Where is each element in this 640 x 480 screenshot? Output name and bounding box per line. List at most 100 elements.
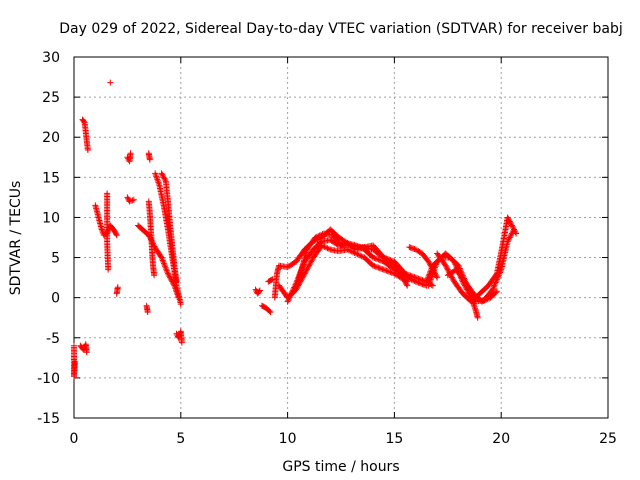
- data-track: [265, 276, 276, 285]
- grid-lines: [74, 57, 608, 418]
- data-point: [508, 221, 515, 228]
- data-point: [291, 284, 298, 291]
- data-point: [98, 226, 105, 233]
- data-point: [489, 286, 496, 293]
- data-point: [308, 257, 315, 264]
- x-axis-ticks: 0 5 10 15 20 25: [70, 57, 617, 447]
- y-axis-ticks: -15 -10 -5 0 5 10 15 20 25 30: [37, 50, 608, 427]
- y-tick-label: 15: [42, 170, 60, 186]
- data-track: [77, 341, 90, 356]
- data-point: [160, 260, 167, 267]
- data-point: [114, 284, 121, 291]
- data-point: [161, 261, 168, 268]
- data-point: [371, 255, 378, 262]
- data-track: [71, 342, 79, 380]
- data-point: [449, 275, 456, 282]
- data-point: [493, 271, 500, 278]
- data-point: [159, 171, 166, 178]
- data-point: [178, 339, 185, 346]
- x-tick-label: 0: [70, 431, 79, 447]
- data-point: [354, 251, 361, 258]
- data-point: [157, 253, 164, 260]
- data-point: [481, 297, 488, 304]
- data-point: [474, 314, 481, 321]
- data-point: [124, 194, 131, 201]
- data-point: [350, 249, 357, 256]
- data-point: [434, 274, 441, 281]
- data-point: [288, 290, 295, 297]
- data-point: [415, 275, 422, 282]
- data-point: [324, 245, 331, 252]
- data-point: [351, 249, 358, 256]
- data-points: [71, 79, 520, 380]
- data-point: [375, 256, 382, 263]
- data-point: [379, 253, 386, 260]
- data-point: [510, 225, 517, 232]
- data-point: [418, 276, 425, 283]
- data-point: [285, 295, 292, 302]
- data-point: [444, 266, 451, 273]
- y-tick-label: -5: [46, 331, 60, 347]
- x-tick-label: 5: [176, 431, 185, 447]
- data-point: [403, 271, 410, 278]
- data-point: [159, 256, 166, 263]
- data-point: [452, 261, 459, 268]
- data-point: [164, 270, 171, 277]
- data-point: [352, 250, 359, 257]
- data-point: [480, 298, 487, 305]
- data-point: [163, 266, 170, 273]
- data-point: [387, 269, 394, 276]
- data-point: [305, 262, 312, 269]
- data-point: [325, 245, 332, 252]
- plot-border: [73, 56, 609, 419]
- data-point: [511, 227, 518, 234]
- chart-title: Day 029 of 2022, Sidereal Day-to-day VTE…: [59, 21, 622, 37]
- data-point: [113, 232, 120, 239]
- data-point: [146, 156, 153, 163]
- data-point: [513, 230, 520, 237]
- data-point: [406, 272, 413, 279]
- data-point: [256, 288, 263, 295]
- data-track: [434, 214, 520, 305]
- data-point: [306, 261, 313, 268]
- plot-frame: [73, 56, 609, 419]
- data-point: [372, 255, 379, 262]
- data-point: [375, 264, 382, 271]
- data-point: [113, 230, 120, 237]
- data-track: [107, 79, 114, 86]
- data-point: [370, 254, 377, 261]
- data-point: [107, 79, 114, 86]
- data-point: [161, 175, 168, 182]
- data-point: [256, 287, 263, 294]
- data-track: [145, 198, 158, 279]
- data-point: [372, 263, 379, 270]
- data-point: [386, 268, 393, 275]
- y-tick-label: 30: [42, 50, 60, 66]
- data-point: [374, 256, 381, 263]
- data-point: [386, 256, 393, 263]
- data-point: [388, 257, 395, 264]
- data-point: [162, 263, 169, 270]
- data-point: [160, 258, 167, 265]
- data-point: [303, 266, 310, 273]
- data-point: [151, 272, 158, 279]
- data-point: [416, 276, 423, 283]
- data-point: [426, 259, 433, 266]
- data-point: [72, 358, 79, 365]
- data-point: [287, 291, 294, 298]
- data-point: [130, 196, 137, 203]
- data-point: [506, 217, 513, 224]
- data-point: [404, 271, 411, 278]
- data-point: [358, 253, 365, 260]
- data-point: [512, 229, 519, 236]
- data-point: [506, 234, 513, 241]
- data-point: [80, 118, 87, 125]
- data-point: [307, 259, 314, 266]
- data-point: [83, 349, 90, 356]
- data-point: [292, 281, 299, 288]
- data-point: [323, 244, 330, 251]
- data-point: [380, 254, 387, 261]
- data-point: [105, 266, 112, 273]
- data-point: [166, 273, 173, 280]
- data-point: [289, 287, 296, 294]
